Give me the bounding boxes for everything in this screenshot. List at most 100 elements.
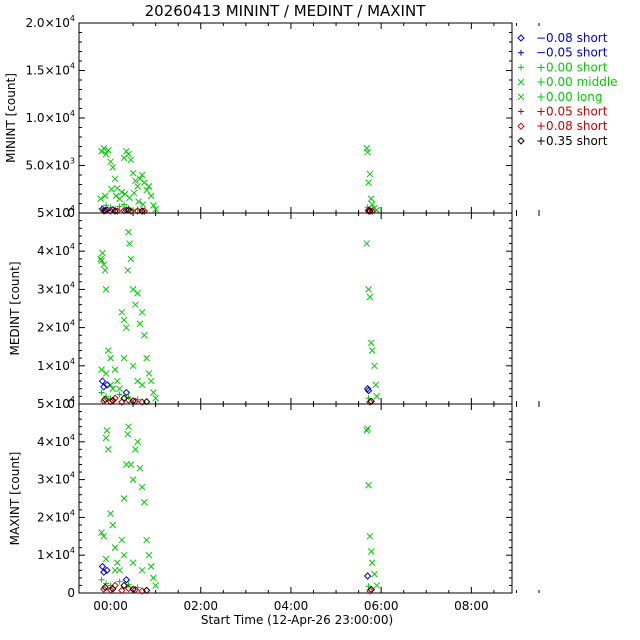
y-tick-label: 4×104	[37, 433, 75, 449]
data-point-green-x	[363, 427, 371, 434]
legend-marker	[518, 64, 524, 71]
data-point-green-x	[368, 559, 376, 567]
data-point-green-x	[109, 521, 117, 529]
data-point-green-x	[112, 192, 120, 200]
y-tick-label: 2.0×104	[25, 14, 75, 30]
data-point-green-x	[152, 205, 160, 213]
data-point-green-x	[118, 188, 126, 196]
y-tick-label: 4×104	[37, 242, 75, 258]
legend-label: +0.00 long	[536, 90, 603, 104]
data-point-green-x	[120, 316, 128, 324]
data-point-green-plus	[98, 576, 105, 583]
data-point-green-x	[125, 150, 132, 158]
data-point-green-x	[365, 179, 372, 186]
data-point-green-plus	[116, 578, 123, 585]
data-point-black	[129, 585, 137, 593]
panel-3: 0 1×104 2×104 3×104 4×104 5×104 MAXINT [count]	[8, 395, 540, 600]
y-tick-label: 1×104	[37, 546, 75, 562]
legend-item: +0.00 short	[518, 60, 608, 74]
data-point-green-x	[138, 566, 146, 574]
data-point-green-x	[113, 377, 121, 385]
data-point-green-x	[118, 308, 126, 316]
legend-label: +0.00 short	[536, 60, 608, 74]
data-point-green-x	[130, 189, 138, 197]
data-point-red	[118, 586, 126, 595]
data-point-green-x	[109, 164, 117, 171]
data-point-green-plus	[116, 203, 123, 210]
data-point-green-x	[104, 446, 112, 453]
data-point-green-x	[138, 381, 146, 389]
data-point-green-x	[102, 286, 110, 293]
data-point-green-x	[120, 495, 128, 502]
data-point-green-x	[101, 192, 109, 200]
data-point-green-x	[138, 483, 146, 491]
data-point-blue	[363, 572, 372, 580]
x-tick-label: 02:00	[183, 599, 218, 613]
data-point-green-x	[365, 286, 372, 293]
y-tick-label: 0	[67, 586, 75, 600]
data-point-green-x	[152, 582, 160, 589]
data-point-green-x	[145, 370, 153, 377]
data-point-green-x	[139, 201, 147, 208]
legend-item: +0.08 short	[517, 119, 608, 133]
data-point-red	[368, 207, 376, 215]
data-point-black	[120, 581, 128, 590]
data-point-green-x	[371, 362, 378, 370]
data-point-green-x	[129, 559, 137, 567]
data-point-red	[113, 207, 122, 215]
data-point-green-plus	[365, 583, 372, 590]
data-point-red	[100, 207, 108, 215]
legend-marker	[517, 122, 525, 130]
data-point-green-x	[125, 228, 132, 236]
data-point-green-x	[127, 156, 135, 164]
data-point-green-x	[136, 464, 144, 472]
data-point-green-x	[116, 195, 123, 203]
data-point-green-x	[367, 195, 375, 203]
legend-label: +0.08 short	[536, 119, 608, 133]
data-point-green-x	[102, 370, 110, 377]
x-axis-label: Start Time (12-Apr-26 23:00:00)	[201, 613, 393, 627]
data-point-green-x	[132, 446, 139, 453]
data-point-green-x	[145, 183, 153, 190]
data-point-green-x	[111, 175, 119, 183]
data-point-green-x	[364, 425, 372, 432]
data-point-black	[111, 207, 119, 215]
data-point-green-x	[367, 548, 375, 555]
legend-marker	[517, 78, 525, 86]
data-point-blue	[100, 383, 108, 391]
data-point-green-x	[104, 347, 112, 354]
x-tick-label: 08:00	[454, 599, 489, 613]
panel-frame	[78, 403, 513, 594]
data-point-green-x	[143, 536, 151, 544]
data-point-blue	[100, 568, 108, 576]
data-point-green-x	[107, 510, 114, 517]
data-point-black	[101, 395, 109, 404]
data-point-green-x	[129, 169, 137, 177]
legend: −0.08 short−0.05 short+0.00 short+0.00 m…	[517, 31, 618, 148]
data-point-green-x	[98, 257, 105, 265]
data-point-blue	[103, 381, 111, 389]
data-point-green-x	[121, 190, 129, 198]
data-point-blue	[122, 388, 131, 397]
y-tick-label: 3×104	[37, 471, 75, 487]
data-point-green-x	[123, 324, 130, 331]
data-point-black	[142, 586, 151, 595]
data-point-green-x	[124, 266, 132, 274]
data-point-green-x	[143, 186, 151, 194]
data-point-black	[142, 398, 151, 406]
data-point-green-x	[113, 184, 121, 192]
data-point-green-x	[134, 438, 141, 446]
data-point-green-x	[108, 185, 115, 193]
data-point-green-x	[129, 362, 137, 370]
data-point-green-x	[145, 551, 153, 559]
y-tick-label: 0	[67, 397, 75, 411]
data-point-green-x	[120, 154, 128, 162]
legend-item: −0.08 short	[517, 31, 608, 45]
data-point-green-x	[100, 261, 108, 268]
y-tick-label: 0	[67, 206, 75, 220]
data-point-green-x	[120, 551, 128, 559]
data-point-green-x	[132, 301, 139, 309]
data-point-green-x	[126, 240, 133, 247]
data-point-green-x	[138, 171, 146, 179]
legend-marker	[517, 93, 525, 101]
